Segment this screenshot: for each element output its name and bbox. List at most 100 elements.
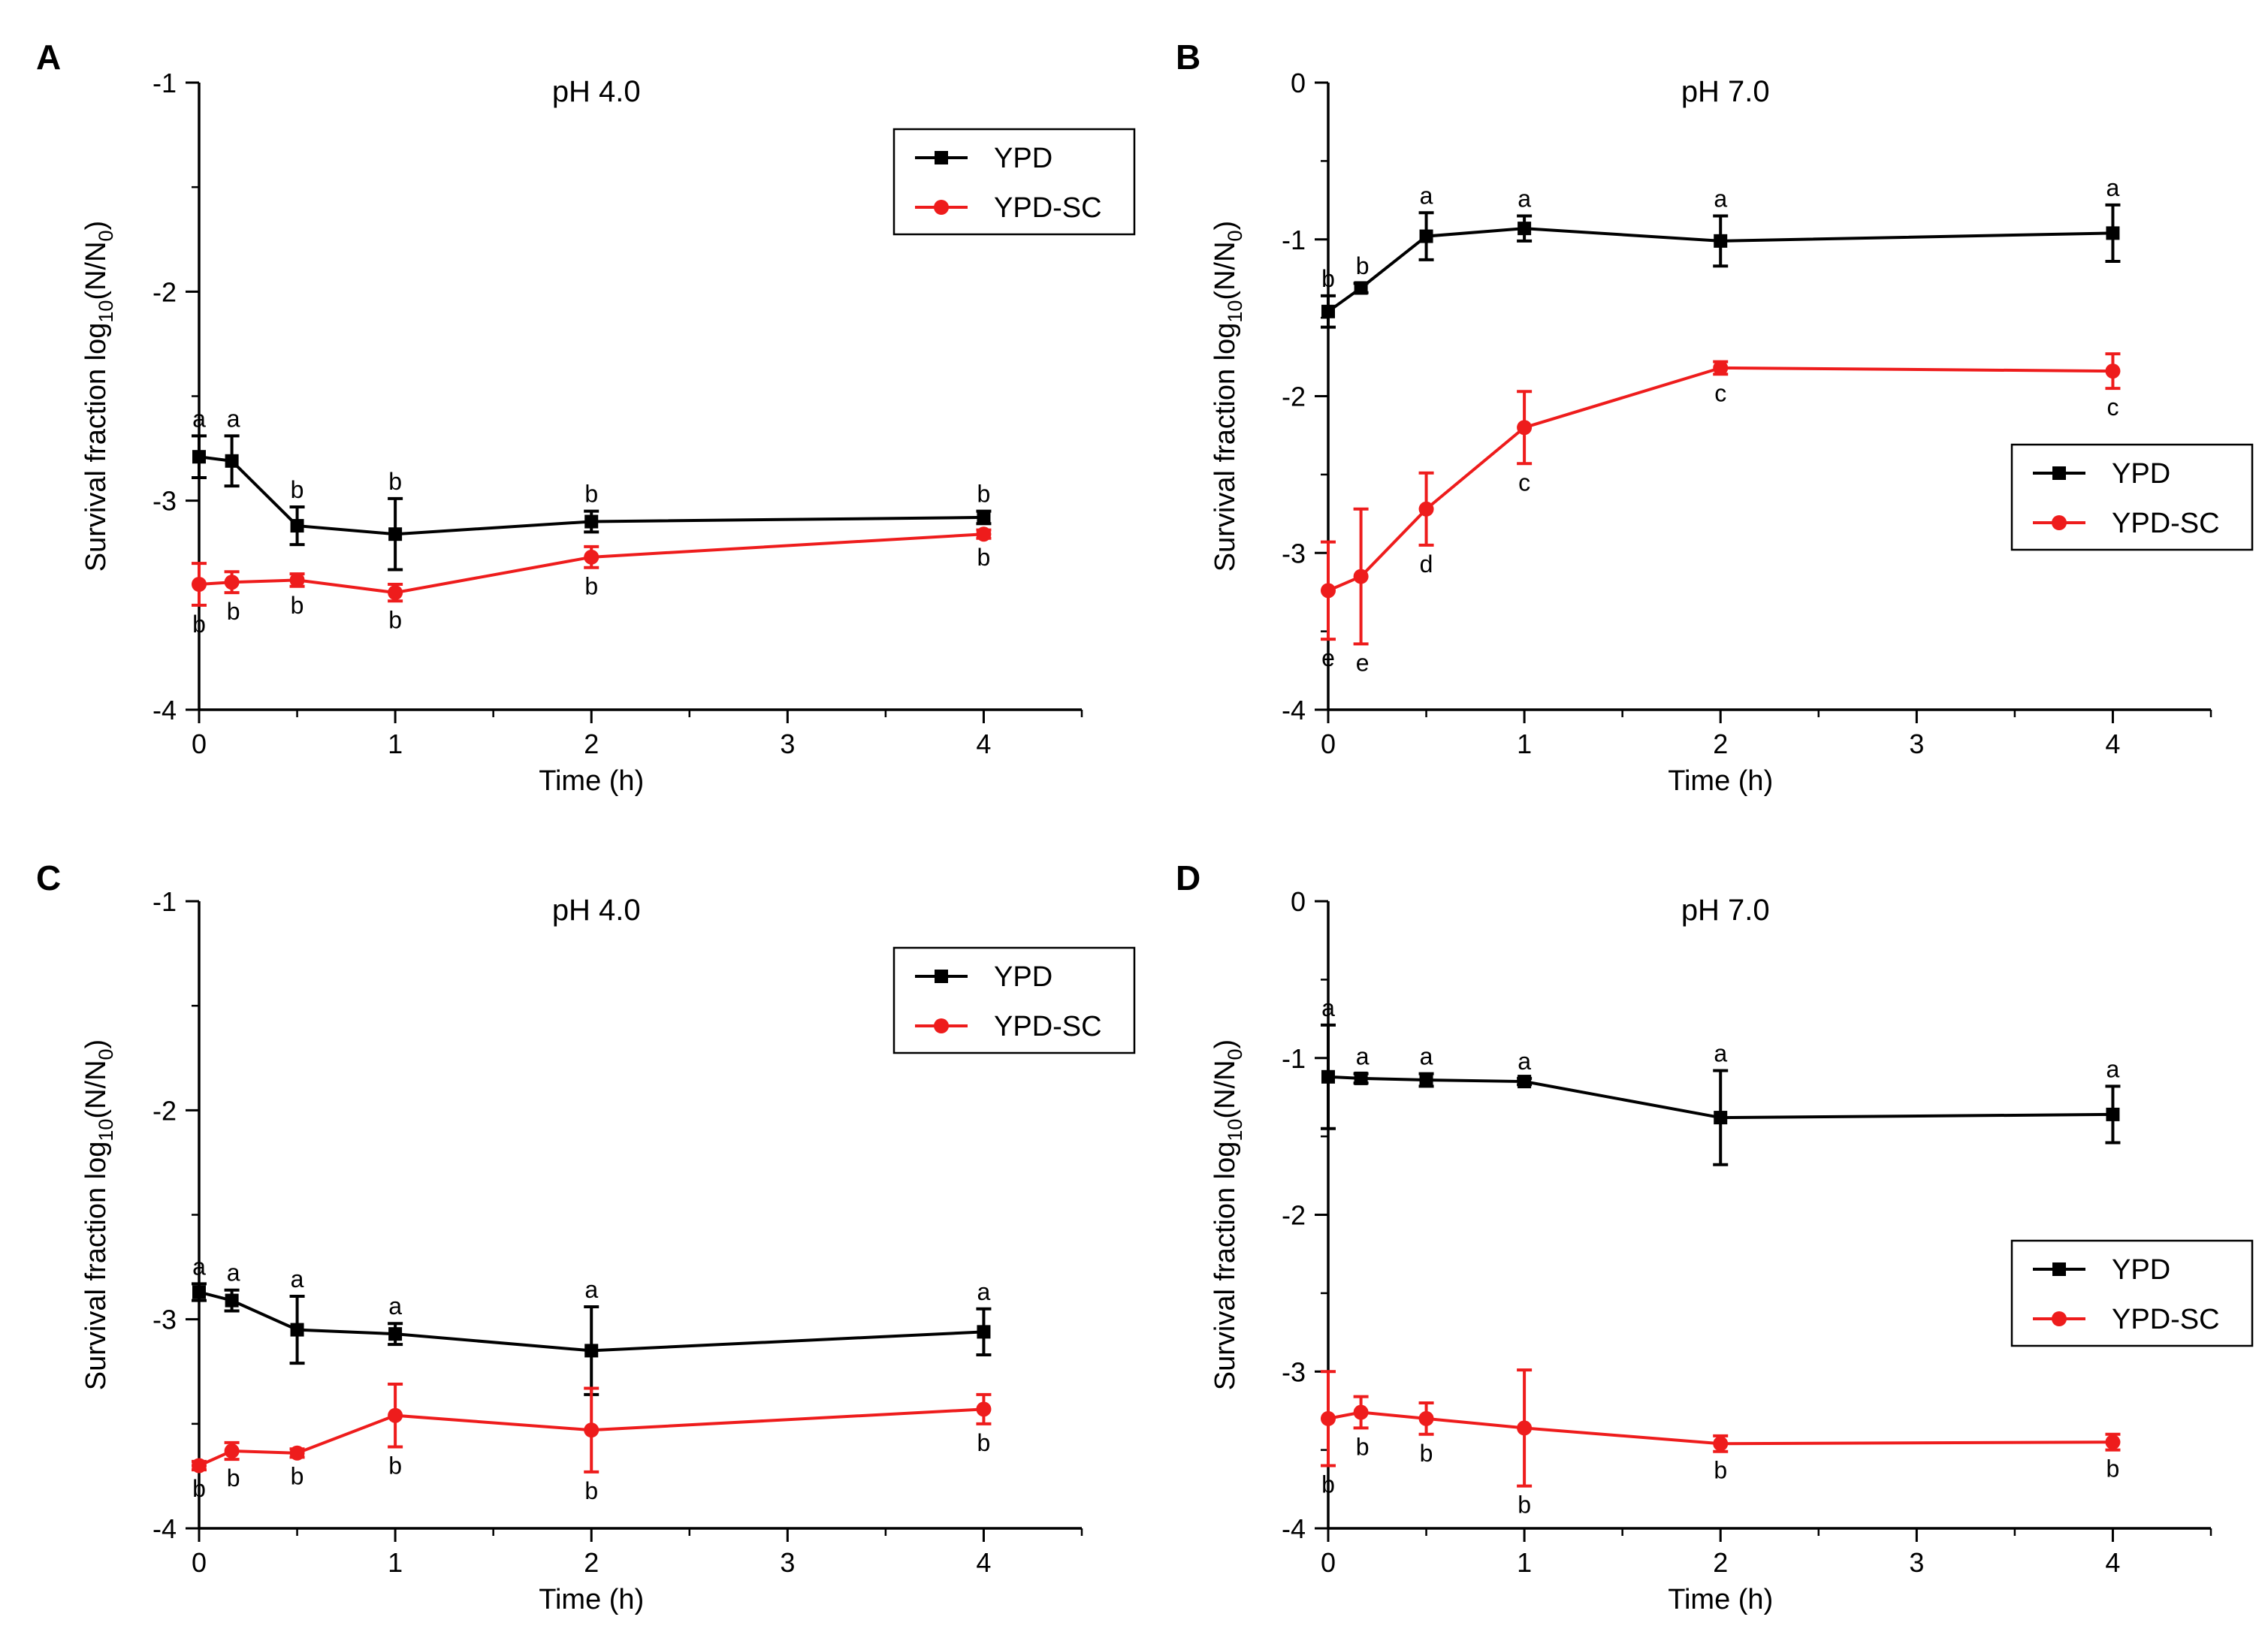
- data-point: [192, 1458, 207, 1474]
- legend-marker: [934, 1018, 949, 1033]
- significance-letter: b: [1321, 1471, 1335, 1498]
- data-point: [977, 510, 991, 524]
- panel-letter: A: [36, 38, 61, 77]
- data-point: [976, 1401, 992, 1417]
- y-tick-label: -1: [153, 68, 177, 98]
- data-point: [1419, 229, 1433, 243]
- panel-d: DpH 7.0 -4 -3 -2 -1 0 0 1 2 3 4 Time (h) Survival fr…: [1176, 858, 2254, 1615]
- panel-a: ApH 4.0 -4 -3 -2 -1 0 1 2 3 4 Time (h) Survival fra…: [36, 38, 1136, 797]
- y-tick-label: -3: [1282, 1356, 1306, 1387]
- y-tick-label: -1: [1282, 1043, 1306, 1074]
- panel-letter: C: [36, 858, 61, 897]
- x-tick-label: 1: [388, 728, 403, 759]
- legend-label: YPD: [994, 143, 1052, 174]
- chart-title: pH 4.0: [552, 894, 641, 927]
- significance-letter: c: [1518, 469, 1530, 496]
- x-tick-label: 4: [976, 1547, 991, 1578]
- x-tick-label: 1: [1517, 728, 1532, 759]
- significance-letter: a: [1518, 185, 1531, 212]
- y-tick-label: -3: [153, 1305, 177, 1335]
- data-point: [1517, 420, 1533, 436]
- x-axis-label: Time (h): [1668, 1584, 1773, 1615]
- significance-letter: b: [227, 1465, 240, 1492]
- significance-letter: a: [388, 1293, 402, 1320]
- panel-c: CpH 4.0 -4 -3 -2 -1 0 1 2 3 4 Time (h) Survival fra…: [36, 858, 1136, 1615]
- y-tick-label: -1: [1282, 225, 1306, 255]
- data-point: [584, 514, 599, 529]
- series-ypd: b b a a a a: [1321, 174, 2121, 329]
- significance-letter: a: [227, 405, 240, 432]
- x-tick-label: 3: [780, 1547, 795, 1578]
- x-tick-label: 0: [1321, 1547, 1336, 1578]
- significance-letter: b: [1321, 265, 1335, 292]
- significance-letter: a: [2106, 1055, 2120, 1082]
- y-tick-label: -4: [153, 695, 177, 725]
- significance-letter: e: [1356, 649, 1370, 676]
- significance-letter: b: [227, 598, 240, 625]
- data-point: [1321, 304, 1335, 318]
- significance-letter: b: [291, 476, 304, 503]
- data-point: [1418, 1410, 1434, 1426]
- legend-marker: [934, 200, 949, 215]
- legend: YPD YPD-SC: [892, 946, 1136, 1054]
- data-point: [1419, 1072, 1433, 1087]
- significance-letter: a: [1356, 1043, 1370, 1070]
- data-point: [224, 575, 240, 590]
- legend-label: YPD-SC: [994, 192, 1102, 224]
- data-point: [225, 454, 239, 468]
- legend-label: YPD-SC: [2112, 1304, 2220, 1335]
- data-point: [1714, 1111, 1728, 1125]
- legend-marker: [935, 151, 948, 164]
- data-point: [2105, 363, 2121, 379]
- y-tick-label: -2: [1282, 1200, 1306, 1231]
- data-point: [1418, 501, 1434, 517]
- legend-box: [2010, 443, 2254, 551]
- significance-letter: b: [291, 592, 304, 619]
- data-point: [584, 549, 599, 565]
- x-tick-label: 2: [1713, 1547, 1728, 1578]
- data-point: [290, 519, 304, 533]
- data-point: [1517, 1420, 1533, 1436]
- significance-letter: a: [977, 1278, 991, 1305]
- y-tick-label: -4: [1282, 1513, 1306, 1544]
- data-point: [976, 526, 992, 542]
- x-tick-label: 4: [2105, 728, 2120, 759]
- y-tick-label: -3: [153, 486, 177, 517]
- panel-letter: D: [1176, 858, 1200, 897]
- data-point: [1713, 360, 1729, 376]
- x-tick-label: 4: [976, 728, 991, 759]
- data-point: [1321, 583, 1336, 599]
- series-ypd-sc: e e d c c c: [1321, 352, 2121, 676]
- data-point: [1321, 1069, 1335, 1084]
- y-axis-label: Survival fraction log10(N/N0): [1209, 221, 1246, 572]
- x-tick-label: 2: [584, 1547, 599, 1578]
- x-tick-label: 1: [388, 1547, 403, 1578]
- data-point: [192, 577, 207, 592]
- significance-letter: b: [584, 1477, 598, 1504]
- legend-marker: [935, 970, 948, 983]
- significance-letter: a: [192, 1253, 206, 1280]
- data-point: [1518, 1075, 1532, 1089]
- legend: YPD YPD-SC: [2010, 443, 2254, 551]
- x-tick-label: 2: [584, 728, 599, 759]
- significance-letter: a: [1518, 1048, 1531, 1075]
- series-ypd: a a b b b b: [192, 405, 992, 572]
- significance-letter: b: [2106, 1455, 2120, 1483]
- data-point: [1354, 281, 1368, 295]
- data-point: [1353, 569, 1369, 584]
- legend-label: YPD: [2112, 1254, 2170, 1286]
- legend: YPD YPD-SC: [2010, 1239, 2254, 1347]
- chart-title: pH 7.0: [1681, 894, 1770, 927]
- data-point: [225, 1293, 239, 1308]
- panel-letter: B: [1176, 38, 1200, 77]
- y-tick-label: 0: [1291, 68, 1306, 98]
- data-point: [2106, 1107, 2120, 1121]
- significance-letter: b: [388, 1452, 402, 1479]
- legend: YPD YPD-SC: [892, 128, 1136, 236]
- significance-letter: b: [291, 1462, 304, 1489]
- data-point: [1713, 1436, 1729, 1452]
- panel-b: BpH 7.0 -4 -3 -2 -1 0 0 1 2 3 4 Time (h) Survival fr…: [1176, 38, 2254, 797]
